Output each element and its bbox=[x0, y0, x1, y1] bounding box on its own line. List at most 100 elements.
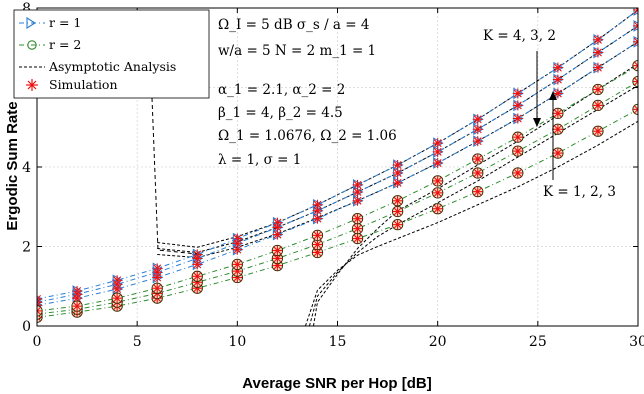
asterisk-stroke bbox=[593, 85, 602, 94]
simulation-asterisk bbox=[432, 187, 443, 198]
asterisk-stroke bbox=[393, 178, 402, 187]
asterisk-stroke bbox=[353, 234, 362, 243]
asterisk-stroke bbox=[473, 125, 482, 134]
asterisk-stroke bbox=[433, 188, 442, 197]
asterisk-stroke bbox=[513, 114, 522, 123]
simulation-asterisk bbox=[512, 113, 523, 124]
asterisk-stroke bbox=[273, 230, 282, 239]
simulation-asterisk bbox=[312, 230, 323, 241]
annotation-k-upper-arrowhead bbox=[533, 118, 541, 127]
asterisk-stroke bbox=[233, 245, 242, 254]
x-tick-label: 5 bbox=[133, 334, 142, 350]
asterisk-stroke bbox=[634, 37, 638, 43]
simulation-asterisk bbox=[232, 259, 243, 270]
simulation-asterisk bbox=[432, 175, 443, 186]
simulation-asterisk bbox=[633, 76, 638, 87]
series-curves bbox=[37, 8, 638, 323]
simulation-asterisk bbox=[432, 138, 443, 149]
asterisk-stroke bbox=[153, 284, 162, 293]
asterisk-stroke bbox=[634, 41, 638, 46]
asterisk-stroke bbox=[473, 137, 482, 146]
simulation-asterisk bbox=[512, 132, 523, 143]
simulation-asterisk bbox=[472, 154, 483, 165]
asterisk-stroke bbox=[593, 35, 602, 44]
asterisk-stroke bbox=[233, 260, 242, 269]
param-line-3: α_1 = 2.1, α_2 = 2 bbox=[218, 82, 345, 98]
x-tick-label: 20 bbox=[429, 334, 447, 350]
simulation-asterisk bbox=[552, 124, 563, 135]
y-axis-label: Ergodic Sum Rate bbox=[4, 101, 21, 230]
simulation-asterisk bbox=[272, 229, 283, 240]
simulation-asterisk bbox=[472, 186, 483, 197]
asterisk-stroke bbox=[37, 301, 41, 307]
simulation-asterisk bbox=[232, 244, 243, 255]
annotation-k-upper: K = 4, 3, 2 bbox=[483, 28, 556, 127]
simulation-asterisk bbox=[633, 8, 638, 15]
legend-entry-simulation: Simulation bbox=[26, 77, 118, 92]
asterisk-stroke bbox=[433, 159, 442, 168]
simulation-asterisk bbox=[512, 146, 523, 157]
asterisk-stroke bbox=[313, 240, 322, 249]
asterisk-stroke bbox=[513, 89, 522, 98]
simulation-asterisk bbox=[512, 167, 523, 178]
simulation-asterisk bbox=[633, 60, 638, 71]
asterisk-stroke bbox=[393, 196, 402, 205]
asterisk-stroke bbox=[593, 127, 602, 136]
asterisk-stroke bbox=[634, 61, 638, 67]
asterisk-stroke bbox=[553, 149, 562, 158]
legend-entry-r1: r = 1 bbox=[19, 15, 81, 30]
asterisk-stroke bbox=[353, 224, 362, 233]
x-tick-label: 25 bbox=[529, 334, 547, 350]
simulation-asterisk bbox=[552, 108, 563, 119]
asterisk-stroke bbox=[634, 108, 638, 114]
simulation-asterisk bbox=[392, 195, 403, 206]
asterisk-stroke bbox=[273, 246, 282, 255]
asterisk-stroke bbox=[593, 101, 602, 110]
asterisk-stroke bbox=[353, 214, 362, 223]
legend: r = 1 r = 2 Asymptotic Analysis Simulati… bbox=[13, 9, 210, 99]
simulation-asterisk bbox=[312, 239, 323, 250]
simulation-asterisk bbox=[352, 179, 363, 190]
simulation-asterisk bbox=[592, 47, 603, 58]
asterisk-stroke bbox=[513, 168, 522, 177]
annotation-k-upper-text: K = 4, 3, 2 bbox=[483, 28, 556, 44]
asterisk-stroke bbox=[37, 298, 41, 303]
simulation-asterisk bbox=[552, 74, 563, 85]
x-tick-label: 0 bbox=[33, 334, 42, 350]
asterisk-stroke bbox=[393, 207, 402, 216]
simulation-asterisk bbox=[552, 148, 563, 159]
simulation-asterisk bbox=[592, 84, 603, 95]
simulation-asterisk bbox=[472, 114, 483, 125]
simulation-asterisk bbox=[512, 100, 523, 111]
asterisk-stroke bbox=[353, 196, 362, 205]
x-tick-label: 15 bbox=[329, 334, 347, 350]
simulation-asterisk bbox=[352, 233, 363, 244]
asterisk-stroke bbox=[634, 105, 638, 111]
asterisk-stroke bbox=[73, 302, 82, 311]
asterisk-stroke bbox=[37, 316, 41, 322]
asterisk-stroke bbox=[634, 21, 638, 27]
annotation-k-lower-text: K = 1, 2, 3 bbox=[543, 184, 616, 200]
simulation-asterisk bbox=[37, 305, 42, 316]
simulation-asterisk bbox=[112, 293, 123, 304]
asterisk-stroke bbox=[473, 155, 482, 164]
asterisk-stroke bbox=[553, 89, 562, 98]
asterisk-stroke bbox=[313, 248, 322, 257]
simulation-asterisk bbox=[592, 126, 603, 137]
asterisk-stroke bbox=[553, 125, 562, 134]
legend-entry-asymptotic: Asymptotic Analysis bbox=[19, 59, 176, 74]
simulation-asterisk bbox=[352, 223, 363, 234]
simulation-asterisk bbox=[152, 283, 163, 294]
simulation-asterisk bbox=[432, 146, 443, 157]
legend-label-r1: r = 1 bbox=[49, 15, 81, 30]
param-line-6: λ = 1, σ = 1 bbox=[218, 152, 301, 168]
asterisk-stroke bbox=[433, 139, 442, 148]
asterisk-stroke bbox=[393, 161, 402, 170]
simulation-asterisk bbox=[112, 284, 123, 295]
asterisk-stroke bbox=[473, 187, 482, 196]
annotation-k-lower-arrowhead bbox=[549, 91, 557, 100]
y-tick-label: 8 bbox=[22, 1, 31, 17]
simulation-asterisk bbox=[552, 62, 563, 73]
x-tick-label: 30 bbox=[629, 334, 644, 350]
